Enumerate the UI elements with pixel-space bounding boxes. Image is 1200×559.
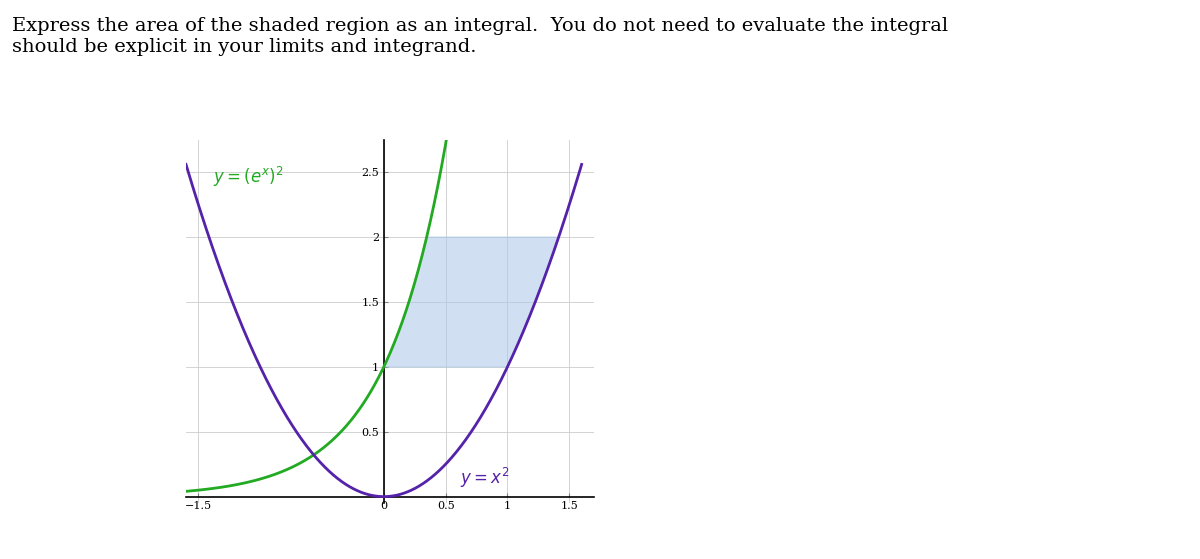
- Text: $y = x^2$: $y = x^2$: [461, 466, 510, 490]
- Text: $y = (e^x)^2$: $y = (e^x)^2$: [214, 164, 283, 188]
- Polygon shape: [384, 237, 559, 367]
- Text: Express the area of the shaded region as an integral.  You do not need to evalua: Express the area of the shaded region as…: [12, 17, 948, 55]
